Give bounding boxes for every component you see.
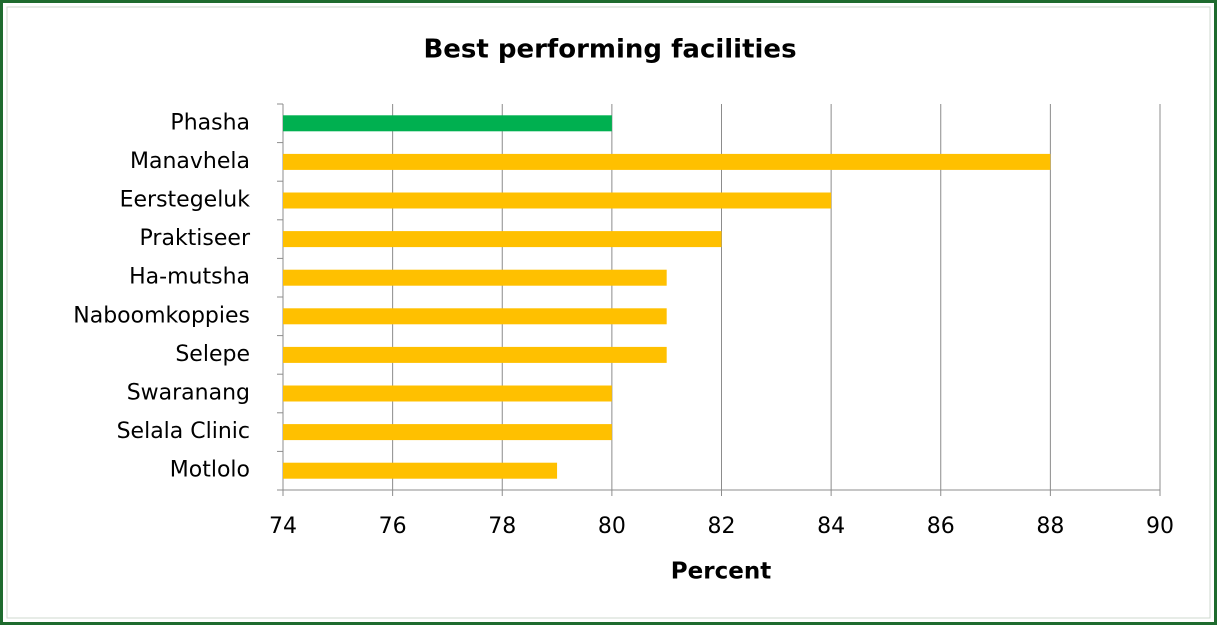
x-tick-label: 82 [708,514,736,539]
x-tick-label: 80 [598,514,626,539]
bar [283,192,832,209]
x-tick-label: 84 [817,514,845,539]
bar [283,231,722,248]
y-tick-label: Phasha [170,110,250,135]
bar [283,462,558,479]
y-tick-label: Eerstegeluk [120,188,251,213]
y-tick-label: Manavhela [130,149,250,174]
bar [283,153,1051,170]
y-tick-label: Ha-mutsha [129,265,250,290]
y-tick-label: Motlolo [170,458,250,483]
y-tick-label: Swaranang [127,381,250,406]
bar [283,346,667,363]
x-tick-label: 76 [379,514,407,539]
x-tick-label: 86 [927,514,955,539]
x-axis-title: Percent [671,559,771,585]
chart-title: Best performing facilities [423,35,796,65]
x-tick-label: 78 [488,514,516,539]
x-tick-label: 88 [1036,514,1064,539]
y-tick-label: Praktiseer [140,226,251,251]
x-tick-label: 74 [269,514,297,539]
bar [283,385,612,402]
bar [283,269,667,286]
x-tick-label: 90 [1146,514,1174,539]
bar [283,115,612,132]
bar [283,308,667,325]
inner-frame [6,6,1211,619]
bar [283,424,612,441]
y-tick-label: Selala Clinic [117,419,250,444]
y-tick-label: Naboomkoppies [73,303,250,328]
y-tick-label: Selepe [175,342,250,367]
